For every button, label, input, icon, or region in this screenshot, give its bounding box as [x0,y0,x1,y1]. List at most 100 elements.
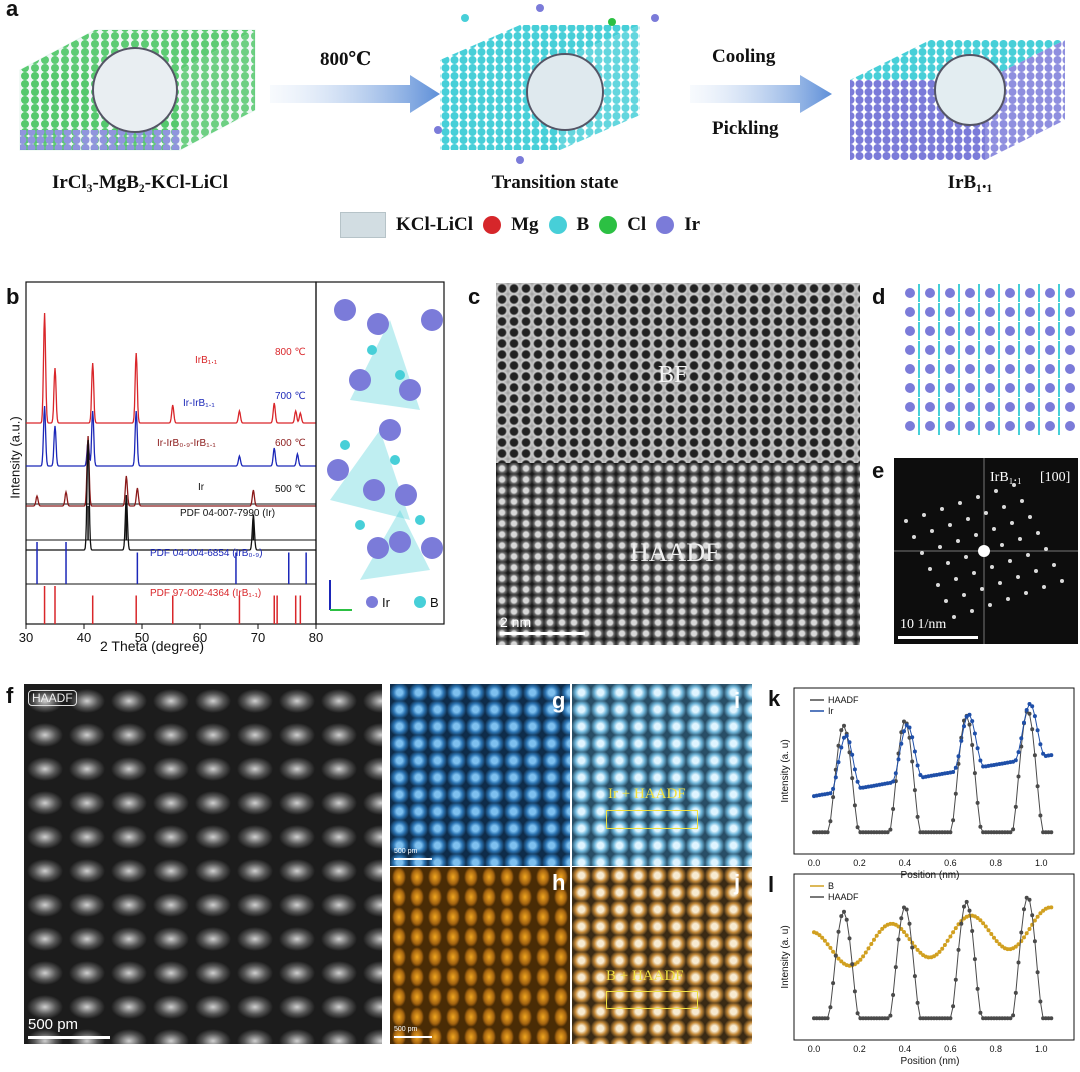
panel-g-letter: g [552,688,566,713]
fft-spot [978,545,990,557]
fft-spot [964,555,968,559]
lattice-ir-atom [985,421,995,431]
lattice-ir-atom [945,345,955,355]
ir-atom [399,379,421,401]
haadf-large-image [24,684,382,1044]
fft-spot [990,565,994,569]
lattice-ir-atom [1045,402,1055,412]
profile-xtick-label: 1.0 [1035,1044,1048,1054]
arrow2-top-label: Cooling [712,46,776,67]
precursor-slab [19,29,256,151]
lattice-ir-atom [985,326,995,336]
cl-sphere-icon [599,216,618,234]
lattice-ir-atom [905,307,915,317]
b-haadf-overlay-image [572,867,752,1044]
lattice-ir-atom [965,326,975,336]
profile-series-0 [814,710,1052,833]
ir-atom [363,479,385,501]
fft-spot [1034,569,1038,573]
b-atom [355,520,365,530]
scale-bar-g [394,858,432,860]
fft-spot [992,527,996,531]
profile-ylabel: Intensity (a. u) [780,925,791,988]
stem-bf-image [496,283,860,463]
lattice-ir-atom [965,345,975,355]
profile-xtick-label: 0.4 [899,1044,912,1054]
lattice-ir-atom [1005,326,1015,336]
lattice-ir-atom [945,326,955,336]
xrd-ylabel: Intensity (a.u.) [7,416,23,499]
panel-a-legend: KCl-LiCl Mg B Cl Ir [340,212,700,238]
lattice-ir-atom [1005,345,1015,355]
ir-haadf-overlay-label: Ir + HAADF [608,786,686,802]
scale-bar-h [394,1036,432,1038]
xrd-xlabel: 2 Theta (degree) [100,638,205,654]
fft-spot [1008,559,1012,563]
fft-spot [1052,563,1056,567]
fft-spot [936,583,940,587]
lattice-ir-atom [965,307,975,317]
profile-xlabel: Position (nm) [901,1056,960,1067]
lattice-ir-atom [1005,364,1015,374]
crystal-structure [327,299,443,580]
fft-spot [944,599,948,603]
lattice-ir-atom [1005,402,1015,412]
stage3-label: IrB₁.₁ [947,172,993,193]
profile-legend-label: HAADF [828,695,859,705]
lattice-ir-atom [1065,326,1075,336]
panel-j-letter: j [734,870,741,895]
profile-xlabel: Position (nm) [901,870,960,881]
ir-map-image [390,684,570,866]
lattice-ir-atom [1025,288,1035,298]
arrow-1 [270,75,440,113]
stage1-label: IrCl₃-MgB₂-KCl-LiCl [51,172,229,193]
fft-spot [920,551,924,555]
lattice-ir-atom [1065,288,1075,298]
xrd-trace-3 [26,439,316,551]
b-atom [415,515,425,525]
lattice-ir-atom [985,383,995,393]
lattice-ir-atom [985,307,995,317]
fft-spot [956,539,960,543]
xrd-xtick-label: 30 [19,630,33,645]
fft-spot [1010,521,1014,525]
fft-spot [946,561,950,565]
lattice-ir-atom [925,307,935,317]
profile-xtick-label: 0.6 [944,858,957,868]
lattice-ir-atom [985,288,995,298]
lattice-ir-atom [945,288,955,298]
lattice-ir-atom [925,345,935,355]
profile-legend-label: Ir [828,706,834,716]
xrd-xtick-label: 80 [309,630,323,645]
lattice-ir-atom [1065,402,1075,412]
trace-temp-500: 500 ℃ [275,484,306,495]
scale-bar-c [500,632,585,635]
fft-spot [998,581,1002,585]
fft-spot [1024,591,1028,595]
lattice-ir-atom [1025,307,1035,317]
fft-spot [974,533,978,537]
lattice-ir-atom [1065,364,1075,374]
ir-atom [421,537,443,559]
panel-e-letter: e [872,458,885,483]
panel-h-letter: h [552,870,566,895]
panel-c-letter: c [468,284,481,309]
trace-label-irb11: IrB₁.₁ [195,355,218,366]
struct-legend-b: B [430,595,439,610]
lattice-ir-atom [985,364,995,374]
fft-spot [1006,597,1010,601]
bf-label: BF [658,362,688,388]
lattice-ir-atom [925,364,935,374]
fft-spot [994,489,998,493]
lattice-ir-atom [1005,421,1015,431]
profile-point [1049,830,1054,835]
fft-spot [952,615,956,619]
profile-legend-label: HAADF [828,892,859,902]
ir-atom [327,459,349,481]
lattice-ir-atom [1045,364,1055,374]
lattice-ir-atom [945,421,955,431]
ir-atom [367,537,389,559]
fft-spot [966,517,970,521]
fft-scale-bar [898,636,978,639]
ir-sphere-icon [656,216,675,234]
